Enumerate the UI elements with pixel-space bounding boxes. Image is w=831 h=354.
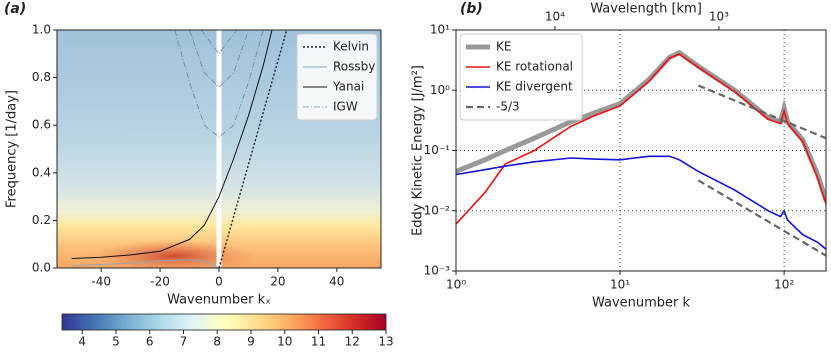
legend-label: -5/3 — [496, 100, 520, 114]
plot-frame — [56, 29, 382, 269]
x-tick-label: 40 — [329, 275, 344, 289]
series-line — [456, 53, 826, 225]
series-line — [697, 84, 826, 257]
legend-label: Kelvin — [333, 40, 369, 54]
legend-box — [459, 33, 583, 121]
legend-label: Rossby — [333, 60, 375, 74]
colorbar-tick-label: 12 — [345, 335, 360, 349]
x-tick-label: 0 — [215, 275, 223, 289]
x-tick-label: 20 — [270, 275, 285, 289]
y-tick-label: 0.0 — [32, 261, 51, 275]
legend-label: KE divergent — [496, 80, 573, 94]
y-tick-label: 0.2 — [32, 213, 51, 227]
spectrum-peak — [94, 240, 254, 268]
panel-title: (b) — [460, 1, 483, 17]
colorbar-tick-label: 10 — [277, 335, 292, 349]
colorbar-tick-label: 8 — [213, 335, 221, 349]
y-tick-label: 1.0 — [32, 23, 51, 37]
legend-label: KE rotational — [496, 60, 573, 74]
colorbar-tick-label: 7 — [180, 335, 188, 349]
colorbar-tick-label: 4 — [78, 335, 86, 349]
series-line — [71, 30, 273, 259]
x-tick-label: -20 — [150, 275, 170, 289]
x-tick-label: 10¹ — [610, 278, 630, 292]
series-line — [456, 155, 826, 250]
y-tick-label: 10⁻³ — [424, 264, 451, 278]
x-tick-label: 10² — [774, 278, 794, 292]
x2-tick-label: 10⁴ — [545, 10, 565, 24]
y-tick-label: 10⁻² — [424, 203, 451, 217]
y-tick-label: 0.6 — [32, 118, 51, 132]
y-tick-label: 0.8 — [32, 70, 51, 84]
x-axis-label: Wavenumber kₓ — [167, 293, 271, 308]
y-axis-label: Frequency [1/day] — [5, 90, 20, 208]
series-line — [174, 30, 264, 138]
legend-box — [296, 33, 378, 121]
y-tick-label: 10⁻¹ — [424, 143, 451, 157]
x2-axis-label: Wavelength [km] — [590, 2, 702, 17]
legend-label: KE — [496, 40, 511, 54]
colorbar-tick-label: 9 — [247, 335, 255, 349]
legend-label: IGW — [333, 100, 358, 114]
legend-label: Yanai — [332, 80, 364, 94]
y-tick-label: 0.4 — [32, 165, 51, 179]
panel-title: (a) — [4, 1, 26, 17]
y-tick-label: 10¹ — [430, 23, 450, 37]
x-tick-label: -40 — [91, 275, 111, 289]
series-line — [71, 259, 220, 268]
colorbar-tick-label: 6 — [146, 335, 154, 349]
y-tick-label: 10⁰ — [430, 83, 450, 97]
series-line — [218, 30, 288, 268]
x-tick-label: 10⁰ — [446, 278, 466, 292]
colorbar-tick-label: 5 — [112, 335, 120, 349]
y-axis-label: Eddy Kinetic Energy [J/m²] — [411, 65, 426, 236]
x2-tick-label: 10³ — [709, 10, 729, 24]
plot-frame — [455, 29, 827, 272]
x-axis-label: Wavenumber k — [592, 296, 691, 311]
colorbar-tick-label: 13 — [378, 335, 393, 349]
colorbar — [61, 313, 387, 331]
colorbar-tick-label: 11 — [311, 335, 326, 349]
